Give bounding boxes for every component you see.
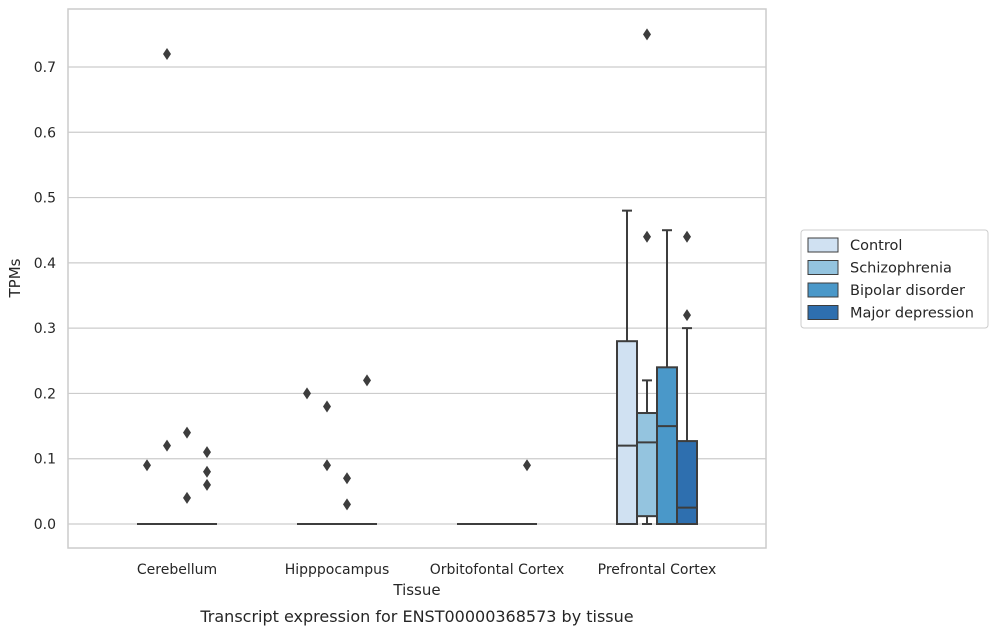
outlier-point (643, 28, 651, 41)
outlier-point (343, 472, 351, 485)
x-tick-label: Cerebellum (137, 562, 217, 578)
box (656, 366, 678, 526)
legend-swatch (807, 260, 839, 275)
outlier-point (323, 400, 331, 413)
y-tick-label: 0.4 (34, 256, 56, 272)
x-tick-label: Prefrontal Cortex (598, 562, 717, 578)
box-group (656, 229, 678, 526)
outlier-point (643, 230, 651, 243)
outlier-point (163, 47, 171, 60)
x-tick-labels: Cerebellum Hipppocampus Orbitofontal Corte… (137, 562, 716, 578)
outlier-point (183, 426, 191, 439)
y-tick-label: 0.6 (34, 125, 56, 141)
legend-label: Control (850, 238, 902, 254)
chart-caption: Transcript expression for ENST0000036857… (199, 607, 633, 626)
y-tick-label: 0.0 (34, 517, 56, 533)
x-axis-label: Tissue (392, 581, 440, 599)
box (676, 440, 698, 525)
box-group (636, 379, 658, 525)
legend-swatch (807, 305, 839, 320)
outlier-point (523, 459, 531, 472)
box-group (676, 327, 698, 525)
outlier-point (303, 387, 311, 400)
outlier-point (203, 446, 211, 459)
y-tick-label: 0.2 (34, 386, 56, 402)
legend-frame (800, 229, 989, 329)
outlier-point (683, 309, 691, 322)
outlier-point (203, 465, 211, 478)
outlier-point (203, 478, 211, 491)
outlier-point (183, 491, 191, 504)
legend-label: Major depression (850, 306, 974, 322)
legend-swatch (807, 237, 839, 253)
outliers (143, 28, 691, 511)
y-axis-label: TPMs (6, 258, 24, 298)
legend-label: Schizophrenia (850, 261, 952, 277)
y-tick-labels: 0.0 0.1 0.2 0.3 0.4 0.5 0.6 0.7 (34, 60, 56, 533)
y-gridlines (68, 66, 766, 525)
y-tick-label: 0.3 (34, 321, 56, 337)
outlier-point (683, 230, 691, 243)
x-tick-label: Hipppocampus (285, 562, 390, 578)
y-tick-label: 0.7 (34, 60, 56, 76)
outlier-point (163, 439, 171, 452)
x-tick-label: Orbitofontal Cortex (430, 562, 565, 578)
outlier-point (143, 459, 151, 472)
plot-area-frame (67, 8, 767, 549)
box (636, 412, 658, 518)
y-tick-label: 0.1 (34, 452, 56, 468)
outlier-point (323, 459, 331, 472)
legend: Control Schizophrenia Bipolar disorder Majo… (800, 229, 989, 329)
y-tick-label: 0.5 (34, 191, 56, 207)
box (616, 340, 638, 526)
boxes (137, 209, 698, 526)
legend-swatch (807, 282, 839, 298)
outlier-point (343, 498, 351, 511)
legend-label: Bipolar disorder (850, 283, 965, 299)
box-group (616, 209, 638, 526)
outlier-point (363, 374, 371, 387)
